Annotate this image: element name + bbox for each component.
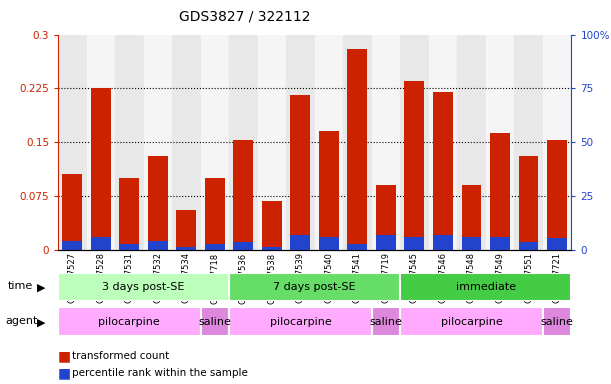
Bar <box>433 235 453 250</box>
Bar <box>148 156 168 250</box>
Bar <box>315 35 343 250</box>
Bar <box>400 35 429 250</box>
Text: pilocarpine: pilocarpine <box>98 316 160 327</box>
Text: ■: ■ <box>58 349 71 363</box>
Text: percentile rank within the sample: percentile rank within the sample <box>72 368 248 378</box>
Bar <box>319 237 339 250</box>
Bar <box>262 201 282 250</box>
Bar <box>258 35 286 250</box>
Bar <box>286 35 315 250</box>
Bar <box>58 273 229 301</box>
Bar <box>91 237 111 250</box>
Text: time: time <box>8 281 33 291</box>
Bar <box>58 35 87 250</box>
Bar <box>371 35 400 250</box>
Bar <box>290 235 310 250</box>
Bar <box>461 237 481 250</box>
Bar <box>486 35 514 250</box>
Bar <box>229 35 258 250</box>
Bar <box>461 185 481 250</box>
Bar <box>319 131 339 250</box>
Bar <box>490 237 510 250</box>
Bar <box>547 238 567 250</box>
Text: agent: agent <box>5 316 37 326</box>
Bar <box>404 81 425 250</box>
Text: 7 days post-SE: 7 days post-SE <box>273 282 356 292</box>
Text: saline: saline <box>199 316 232 327</box>
Bar <box>205 244 225 250</box>
Bar <box>547 140 567 250</box>
Bar <box>514 35 543 250</box>
Bar <box>200 307 229 336</box>
Text: 3 days post-SE: 3 days post-SE <box>103 282 185 292</box>
Text: ▶: ▶ <box>37 318 46 328</box>
Bar <box>543 35 571 250</box>
Bar <box>376 235 396 250</box>
Text: GDS3827 / 322112: GDS3827 / 322112 <box>178 10 310 23</box>
Text: ▶: ▶ <box>37 282 46 292</box>
Text: saline: saline <box>541 316 574 327</box>
Bar <box>91 88 111 250</box>
Bar <box>119 244 139 250</box>
Bar <box>148 241 168 250</box>
Bar <box>343 35 371 250</box>
Bar <box>229 307 371 336</box>
Bar <box>376 185 396 250</box>
Bar <box>490 133 510 250</box>
Bar <box>429 35 457 250</box>
Bar <box>200 35 229 250</box>
Bar <box>400 273 571 301</box>
Bar <box>400 307 543 336</box>
Text: pilocarpine: pilocarpine <box>441 316 502 327</box>
Bar <box>177 247 196 250</box>
Bar <box>115 35 144 250</box>
Bar <box>519 242 538 250</box>
Bar <box>262 247 282 250</box>
Bar <box>87 35 115 250</box>
Text: pilocarpine: pilocarpine <box>269 316 331 327</box>
Bar <box>457 35 486 250</box>
Bar <box>58 307 200 336</box>
Bar <box>290 96 310 250</box>
Bar <box>119 178 139 250</box>
Bar <box>177 210 196 250</box>
Bar <box>229 273 400 301</box>
Bar <box>404 237 425 250</box>
Bar <box>233 242 254 250</box>
Bar <box>371 307 400 336</box>
Text: transformed count: transformed count <box>72 351 169 361</box>
Bar <box>543 307 571 336</box>
Bar <box>144 35 172 250</box>
Text: immediate: immediate <box>456 282 516 292</box>
Bar <box>233 140 254 250</box>
Bar <box>172 35 200 250</box>
Bar <box>62 241 82 250</box>
Bar <box>348 49 367 250</box>
Bar <box>62 174 82 250</box>
Bar <box>519 156 538 250</box>
Bar <box>433 92 453 250</box>
Bar <box>205 178 225 250</box>
Text: saline: saline <box>370 316 403 327</box>
Bar <box>348 244 367 250</box>
Text: ■: ■ <box>58 366 71 380</box>
